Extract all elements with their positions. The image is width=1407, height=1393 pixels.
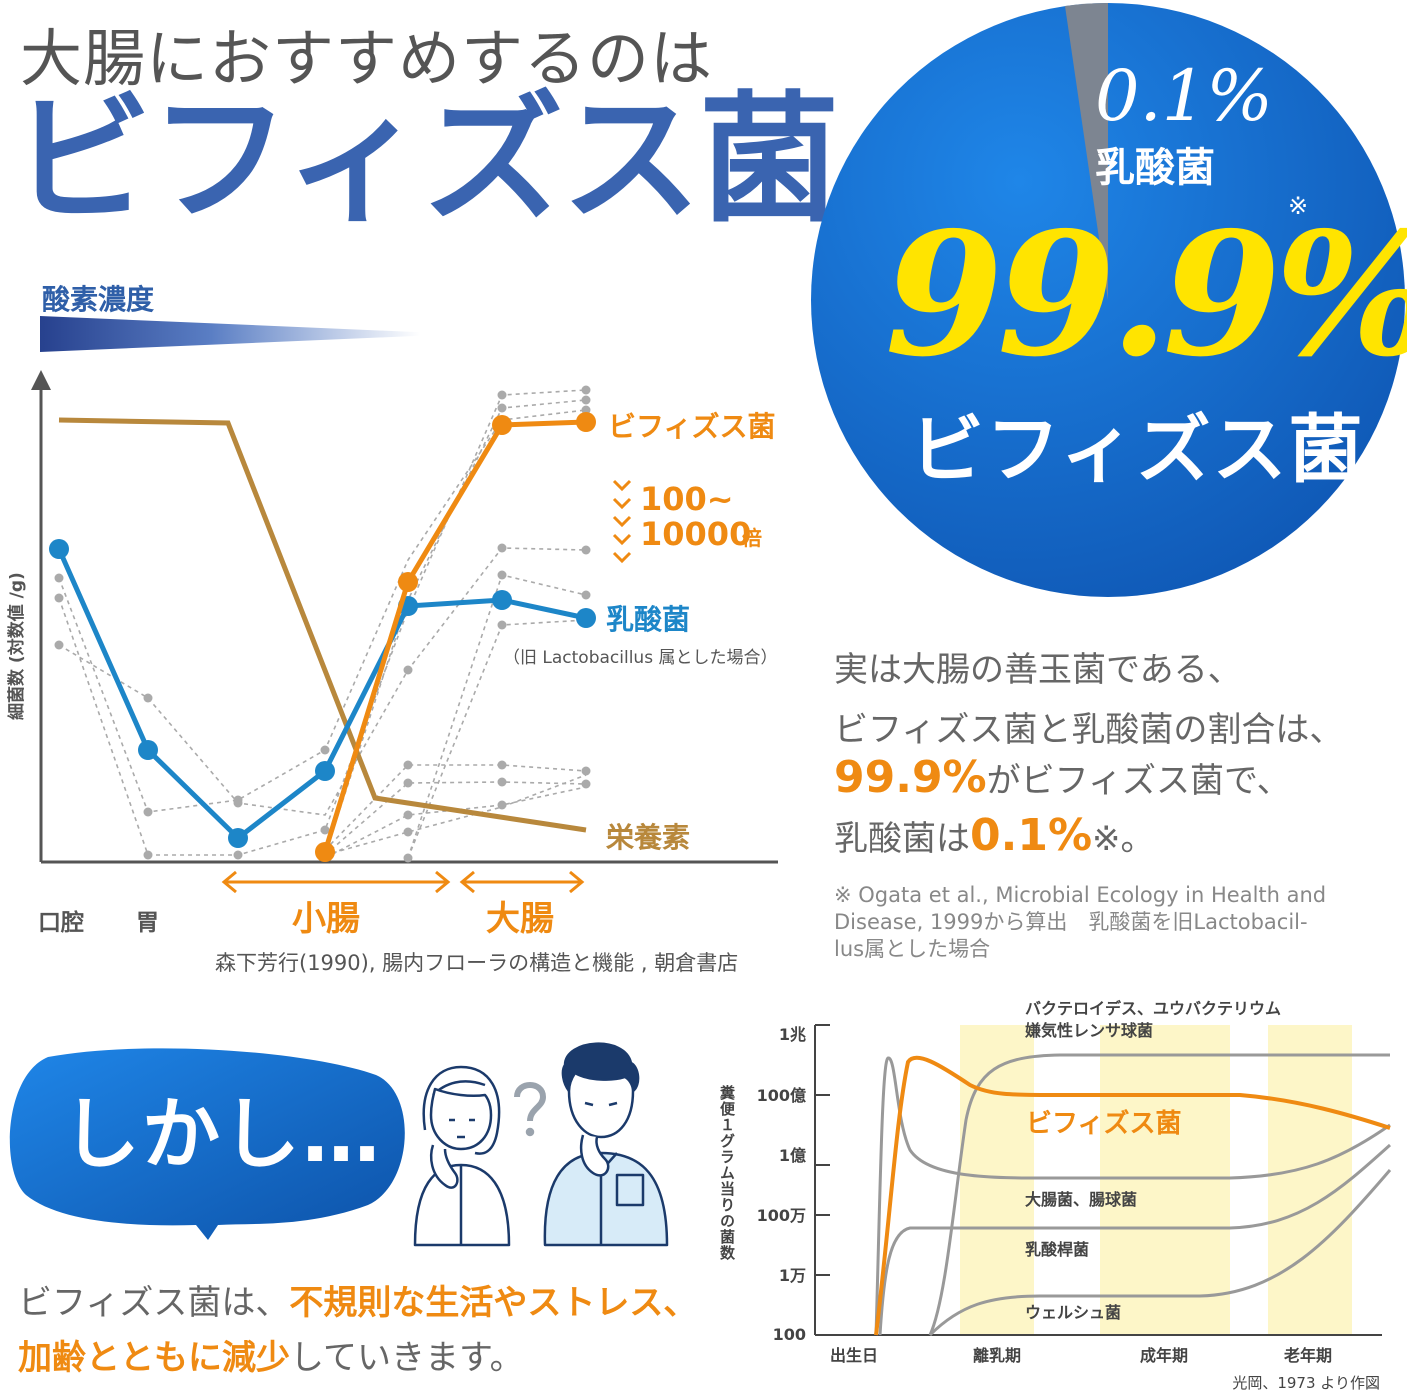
label-fold-top: 100~: [640, 480, 734, 518]
label-fold-bottom: 10000: [640, 515, 751, 553]
x-label-mouth: 口腔: [38, 909, 84, 936]
bottom-line-2-post: していきます。: [290, 1338, 524, 1378]
pie-big-label: ビフィズス菌: [910, 407, 1365, 493]
confused-people-illustration: [413, 1042, 669, 1247]
note-line-1: ※ Ogata et al., Microbial Ecology in Hea…: [834, 883, 1327, 907]
age-bacteria-chart: 1兆 100億 1億 100万 1万 100 バクテロイデス、ユウバクテリウム …: [720, 999, 1392, 1392]
chart1-source: 森下芳行(1990), 腸内フローラの構造と機能 , 朝倉書店: [215, 951, 739, 975]
series-nutrient: [58, 417, 587, 833]
fold-chevrons: [612, 479, 632, 564]
label-bacteroides: バクテロイデス、ユウバクテリウム: [1025, 999, 1281, 1018]
label-ecoli: 大腸菌、腸球菌: [1025, 1190, 1137, 1209]
y-tick-3: 1億: [779, 1146, 806, 1165]
x-label-stomach: 胃: [136, 910, 159, 936]
region-small-intestine: 小腸: [292, 899, 360, 939]
region-arrows: [221, 870, 585, 894]
bifido-points: [315, 412, 596, 862]
x-tick-weaning: 離乳期: [973, 1346, 1021, 1365]
chart2-y-label: 糞便１グラム当りの菌数: [720, 1084, 736, 1261]
label-anaerobic-strep: 嫌気性レンサ球菌: [1024, 1021, 1153, 1040]
paragraph-line-4-post: ※。: [1092, 819, 1155, 859]
speech-bubble: [9, 1048, 405, 1240]
x-tick-birth: 出生日: [830, 1346, 878, 1365]
bubble-text: しかし…: [62, 1090, 383, 1180]
label-fold-unit: 倍: [742, 526, 762, 550]
headline-main: ビフィズス菌: [12, 78, 839, 242]
bottom-line-2-highlight: 加齢とともに減少: [18, 1338, 290, 1378]
bottom-line-1-pre: ビフィズス菌は、: [18, 1283, 290, 1323]
pie-big-percent: 99.9%: [885, 195, 1407, 395]
bottom-line-1-highlight: 不規則な生活やストレス、: [289, 1283, 698, 1323]
note-line-2: Disease, 1999から算出 乳酸菌を旧Lactobacil-: [834, 910, 1308, 934]
paragraph-line-4-pre: 乳酸菌は: [834, 819, 970, 859]
y-axis-label: 細菌数 (対数値 /g): [6, 572, 27, 720]
oxygen-label: 酸素濃度: [42, 283, 155, 316]
paragraph-line-2: ビフィズス菌と乳酸菌の割合は、: [834, 710, 1344, 750]
pie-note-mark: ※: [1288, 192, 1309, 220]
x-tick-elderly: 老年期: [1283, 1346, 1332, 1365]
paragraph-line-3: 99.9%がビフィズス菌で、: [834, 752, 1291, 803]
region-large-intestine: 大腸: [486, 899, 554, 939]
pie-small-label: 乳酸菌: [1095, 145, 1215, 191]
paragraph-pct-lactic: 0.1%: [970, 810, 1093, 861]
bottom-line-2: 加齢とともに減少していきます。: [18, 1330, 524, 1379]
label-bifido: ビフィズス菌: [608, 410, 775, 443]
note-line-3: lus属とした場合: [834, 937, 991, 961]
y-tick-4: 100万: [757, 1206, 806, 1225]
y-tick-1: 1兆: [779, 1025, 806, 1044]
lactic-points: [49, 539, 596, 848]
pie-small-percent: 0.1%: [1095, 55, 1273, 137]
headline-top: 大腸におすすめするのは: [20, 22, 714, 95]
bottom-line-1: ビフィズス菌は、不規則な生活やストレス、: [18, 1275, 697, 1324]
label-nutrient: 栄養素: [606, 821, 690, 854]
label-welchii: ウェルシュ菌: [1025, 1303, 1121, 1322]
paragraph-line-1: 実は大腸の善玉菌である、: [834, 650, 1242, 690]
label-lactic: 乳酸菌: [606, 603, 690, 636]
gut-bacteria-chart: ビフィズス菌 100~ 10000 倍 乳酸菌 （旧 Lactobacillus…: [6, 370, 778, 939]
chart2-source: 光岡、1973 より作図: [1232, 1374, 1380, 1392]
citation-note: ※ Ogata et al., Microbial Ecology in Hea…: [834, 882, 1334, 963]
y-tick-6: 100: [773, 1325, 806, 1344]
series-bifido: [322, 419, 587, 853]
pie-slice-lactic: [1065, 2, 1108, 300]
background-series: [58, 389, 587, 859]
label-lactobacillus: 乳酸桿菌: [1025, 1240, 1089, 1259]
y-tick-2: 100億: [757, 1086, 806, 1105]
y-tick-5: 1万: [779, 1266, 806, 1285]
label-lactic-note: （旧 Lactobacillus 属とした場合）: [503, 648, 777, 668]
label-bifido-age: ビフィズス菌: [1026, 1108, 1181, 1139]
paragraph-line-4: 乳酸菌は0.1%※。: [834, 810, 1155, 861]
ratio-pie: [811, 2, 1405, 597]
paragraph-pct-bifido: 99.9%: [834, 752, 987, 803]
oxygen-gradient-bar: [40, 316, 420, 352]
x-tick-adult: 成年期: [1140, 1346, 1188, 1365]
paragraph-line-3-rest: がビフィズス菌で、: [986, 761, 1291, 801]
series-bifido-age: [874, 1055, 1391, 1336]
